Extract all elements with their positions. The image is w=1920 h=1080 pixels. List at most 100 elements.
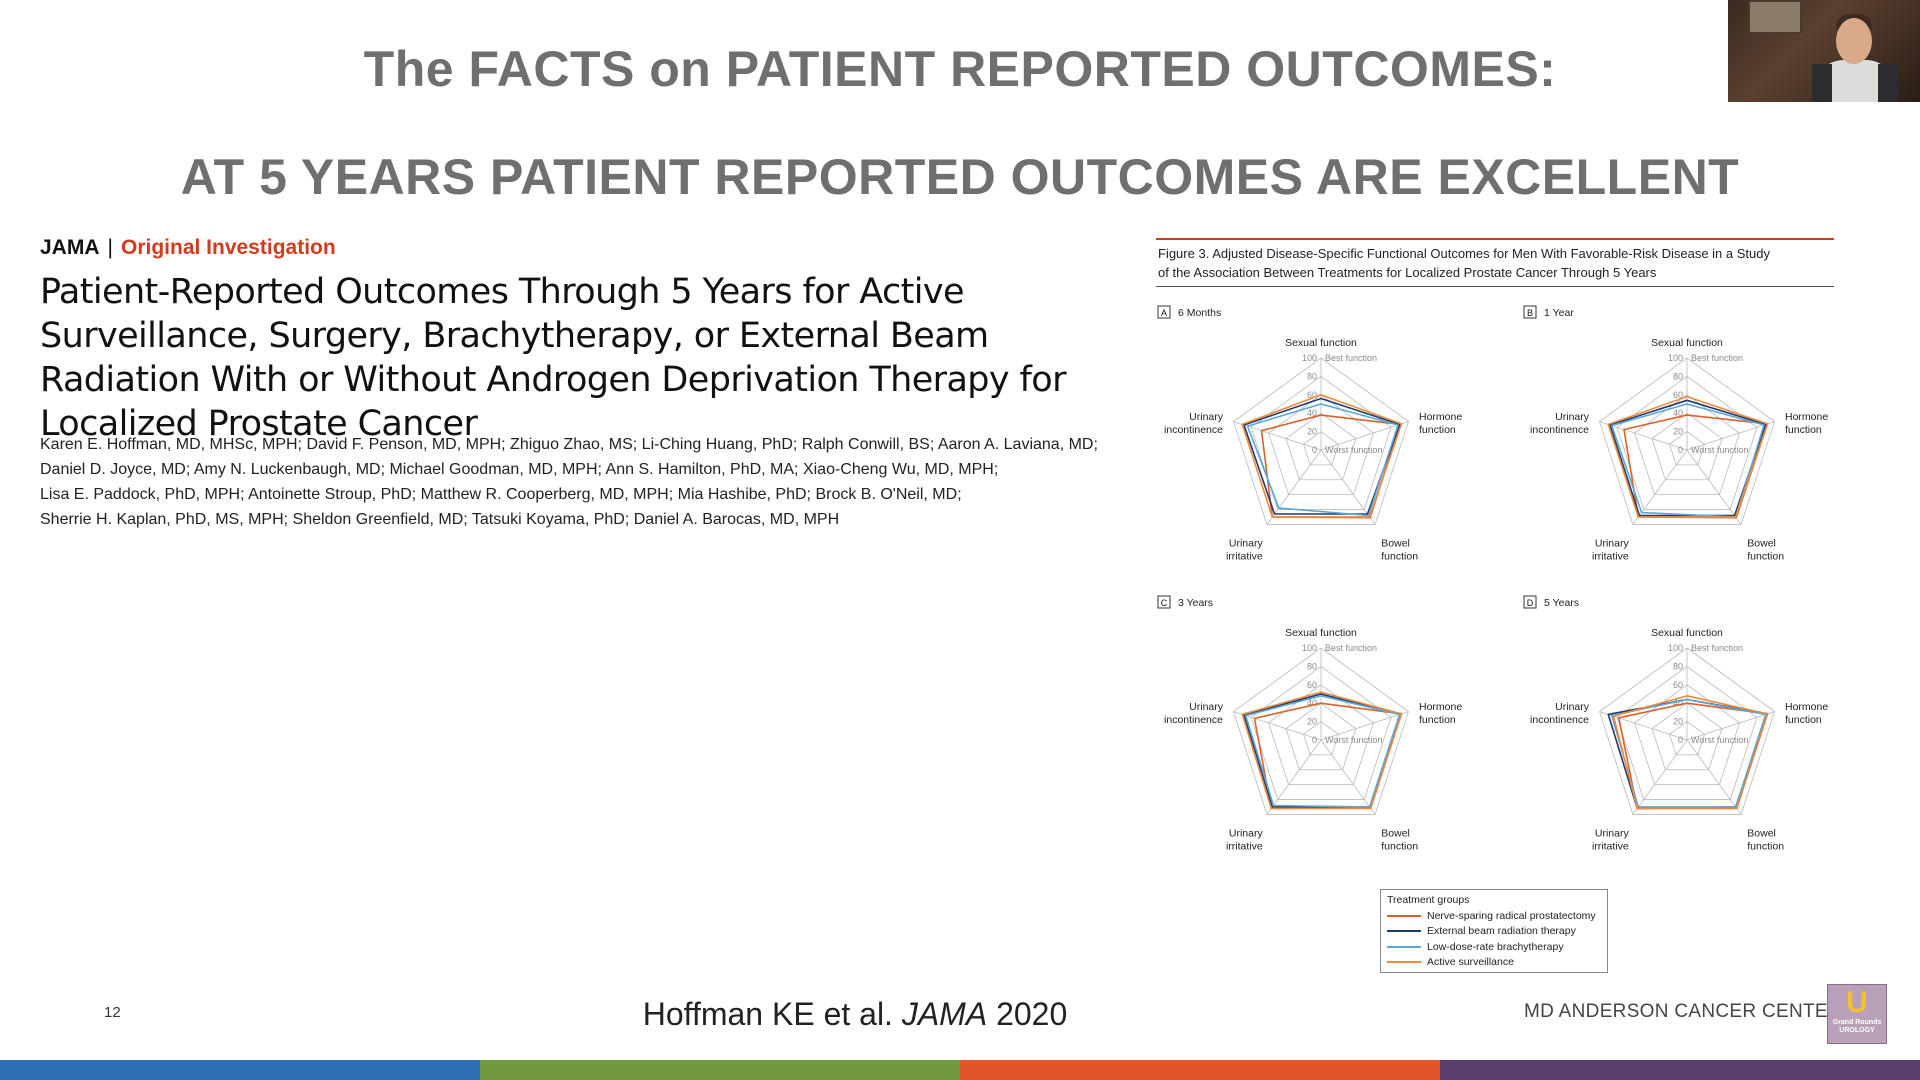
radar-tick-label: 60: [1673, 680, 1683, 690]
radar-axis-label: Hormone function: [1419, 411, 1462, 436]
legend-label: Low-dose-rate brachytherapy: [1427, 940, 1564, 953]
radar-grid-ring: [1599, 357, 1775, 525]
radar-tick-label: 40: [1673, 408, 1683, 418]
journal-header: JAMA | Original Investigation: [40, 236, 336, 260]
footer-color-segment: [1440, 1060, 1920, 1080]
citation: Hoffman KE et al. JAMA 2020: [0, 996, 1710, 1033]
radar-spoke: [1632, 739, 1688, 815]
panel-letter: A: [1161, 308, 1167, 318]
legend-label: External beam radiation therapy: [1427, 925, 1576, 938]
slide-subtitle: AT 5 YEARS PATIENT REPORTED OUTCOMES ARE…: [180, 149, 1740, 205]
radar-svg: A 6 Months 0 20 40 60 80 100 Best function Worst …: [1157, 305, 1462, 563]
radar-worst-label: Worst function: [1325, 735, 1382, 745]
radar-svg: D 5 Years 0 20 40 60 80 100 Best function Worst f…: [1523, 595, 1828, 853]
radar-spoke: [1266, 739, 1322, 815]
radar-axis-label: Hormone function: [1419, 701, 1462, 726]
radar-axis-label: Bowel function: [1381, 538, 1418, 563]
radar-tick-label: 60: [1307, 390, 1317, 400]
legend-swatch: [1387, 914, 1421, 917]
radar-axis-label: Hormone function: [1785, 701, 1828, 726]
radar-grid-ring: [1303, 431, 1339, 466]
chart-legend: Treatment groups Nerve-sparing radical p…: [1380, 889, 1608, 973]
radar-series-line: [1244, 695, 1401, 808]
panel-letter-box: [1523, 595, 1537, 609]
panel-letter: C: [1161, 598, 1168, 608]
radar-series-line: [1246, 403, 1399, 517]
legend-item: Nerve-sparing radical prostatectomy: [1387, 908, 1601, 924]
radar-grid-ring: [1233, 357, 1409, 525]
radar-series-line: [1617, 702, 1769, 810]
radar-chart-6-months: A 6 Months 0 20 40 60 80 100 Best function Worst …: [1156, 298, 1486, 573]
logo-text: UROLOGY: [1839, 1027, 1875, 1034]
legend-swatch: [1387, 945, 1421, 948]
citation-journal: JAMA: [901, 996, 988, 1032]
radar-chart-5-years: D 5 Years 0 20 40 60 80 100 Best function Worst f…: [1522, 588, 1852, 863]
logo-u-icon: U: [1846, 986, 1868, 1019]
radar-axis-label: Sexual function: [1285, 337, 1357, 349]
panel-label: 1 Year: [1544, 307, 1574, 319]
presenter-jacket: [1878, 64, 1898, 102]
radar-best-label: Best function: [1691, 353, 1743, 363]
presenter-face: [1836, 18, 1872, 64]
institution-name: MD ANDERSON CANCER CENTER: [1524, 1001, 1842, 1022]
radar-series-line: [1241, 691, 1403, 810]
panel-letter-box: [1157, 305, 1171, 319]
author-line: Daniel D. Joyce, MD; Amy N. Luckenbaugh,…: [40, 461, 999, 478]
author-line: Karen E. Hoffman, MD, MHSc, MPH; David F…: [40, 436, 1098, 453]
radar-tick-label: 60: [1673, 390, 1683, 400]
radar-spoke: [1320, 711, 1409, 741]
radar-tick-label: 100: [1302, 353, 1317, 363]
radar-tick-label: 20: [1673, 427, 1683, 437]
radar-series-line: [1609, 399, 1767, 517]
radar-tick-label: 80: [1307, 371, 1317, 381]
radar-axis-label: Bowel function: [1747, 538, 1784, 563]
panel-label: 6 Months: [1178, 307, 1221, 319]
radar-spoke: [1686, 739, 1742, 815]
radar-best-label: Best function: [1325, 643, 1377, 653]
figure-caption-line: of the Association Between Treatments fo…: [1158, 265, 1657, 280]
radar-spoke: [1320, 421, 1409, 451]
radar-tick-label: 80: [1307, 661, 1317, 671]
radar-grid-ring: [1303, 721, 1339, 756]
radar-grid-ring: [1669, 431, 1705, 466]
radar-series-line: [1610, 403, 1765, 518]
panel-letter: D: [1527, 598, 1534, 608]
radar-worst-label: Worst function: [1691, 445, 1748, 455]
journal-separator: |: [107, 236, 113, 259]
radar-tick-label: 0: [1678, 735, 1683, 745]
radar-tick-label: 40: [1673, 698, 1683, 708]
panel-letter: B: [1527, 308, 1533, 318]
radar-spoke: [1320, 449, 1376, 525]
radar-axis-label: Urinary incontinence: [1530, 411, 1590, 436]
radar-worst-label: Worst function: [1325, 445, 1382, 455]
legend-title: Treatment groups: [1387, 894, 1470, 906]
radar-series-line: [1607, 698, 1769, 810]
radar-axis-label: Sexual function: [1285, 627, 1357, 639]
radar-spoke: [1233, 711, 1322, 741]
radar-tick-label: 100: [1302, 643, 1317, 653]
radar-tick-label: 0: [1312, 445, 1317, 455]
citation-year: 2020: [996, 996, 1068, 1032]
radar-axis-label: Bowel function: [1747, 828, 1784, 853]
radar-best-label: Best function: [1325, 353, 1377, 363]
radar-tick-label: 60: [1307, 680, 1317, 690]
footer-color-segment: [960, 1060, 1440, 1080]
grand-rounds-logo: U Grand Rounds UROLOGY: [1827, 984, 1887, 1044]
figure-top-rule: [1156, 238, 1834, 240]
radar-tick-label: 0: [1678, 445, 1683, 455]
radar-svg: B 1 Year 0 20 40 60 80 100 Best function Worst fu…: [1523, 305, 1828, 563]
radar-tick-label: 40: [1307, 698, 1317, 708]
radar-tick-label: 100: [1668, 643, 1683, 653]
author-list: Karen E. Hoffman, MD, MHSc, MPH; David F…: [40, 432, 1140, 532]
radar-tick-label: 80: [1673, 371, 1683, 381]
radar-tick-label: 20: [1307, 427, 1317, 437]
radar-tick-label: 80: [1673, 661, 1683, 671]
radar-grid-ring: [1669, 721, 1705, 756]
slide-number: 12: [104, 1004, 121, 1021]
radar-spoke: [1686, 421, 1775, 451]
radar-axis-label: Urinary irritative: [1226, 538, 1264, 563]
wall-picture: [1748, 0, 1802, 34]
article-type: Original Investigation: [120, 236, 336, 259]
logo-text: Grand Rounds: [1832, 1019, 1882, 1026]
presenter-video-thumbnail[interactable]: [1728, 0, 1920, 102]
